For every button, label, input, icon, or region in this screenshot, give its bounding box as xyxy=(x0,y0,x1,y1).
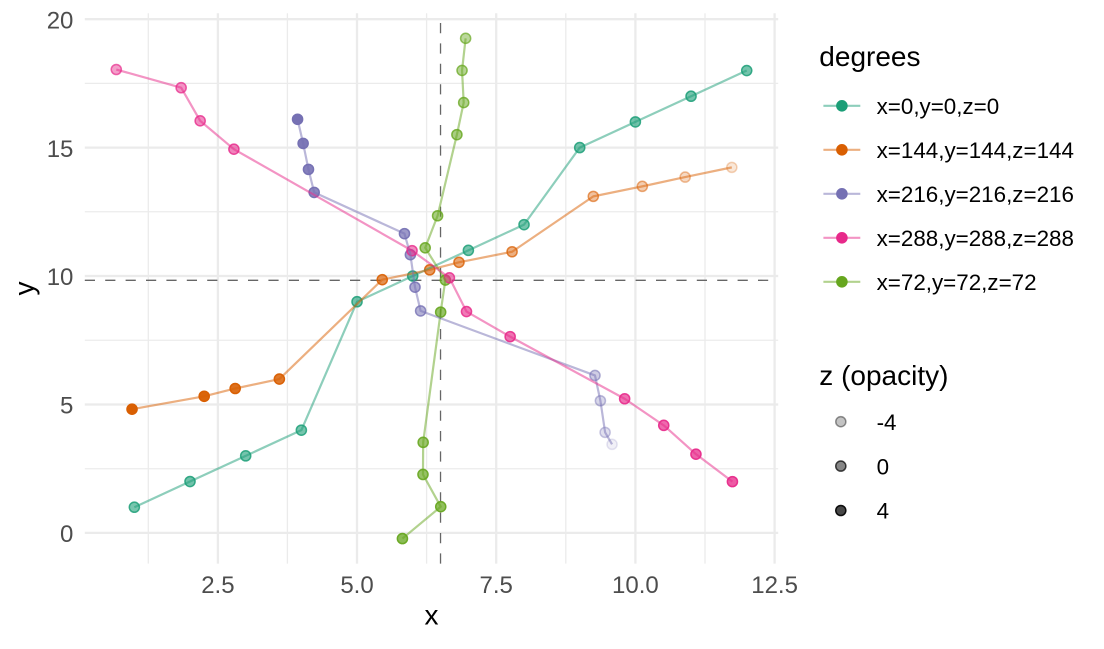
svg-text:10.0: 10.0 xyxy=(612,572,659,599)
svg-text:2.5: 2.5 xyxy=(201,572,234,599)
svg-text:15: 15 xyxy=(47,136,74,163)
svg-text:degrees: degrees xyxy=(819,41,920,72)
svg-text:x=0,y=0,z=0: x=0,y=0,z=0 xyxy=(877,94,1000,119)
svg-text:x=288,y=288,z=288: x=288,y=288,z=288 xyxy=(877,226,1074,251)
svg-text:x=72,y=72,z=72: x=72,y=72,z=72 xyxy=(877,270,1037,295)
svg-text:5: 5 xyxy=(60,393,73,420)
svg-text:x: x xyxy=(425,600,439,631)
svg-text:x=144,y=144,z=144: x=144,y=144,z=144 xyxy=(877,138,1074,163)
svg-text:20: 20 xyxy=(47,7,74,34)
svg-text:x=216,y=216,z=216: x=216,y=216,z=216 xyxy=(877,182,1074,207)
svg-text:4: 4 xyxy=(877,499,889,524)
svg-text:-4: -4 xyxy=(877,410,897,435)
svg-text:5.0: 5.0 xyxy=(340,572,373,599)
svg-text:7.5: 7.5 xyxy=(480,572,513,599)
svg-text:z (opacity): z (opacity) xyxy=(819,360,948,391)
svg-text:0: 0 xyxy=(60,521,73,548)
svg-text:y: y xyxy=(8,281,39,295)
svg-text:0: 0 xyxy=(877,454,889,479)
svg-text:10: 10 xyxy=(47,264,74,291)
svg-text:12.5: 12.5 xyxy=(751,572,798,599)
